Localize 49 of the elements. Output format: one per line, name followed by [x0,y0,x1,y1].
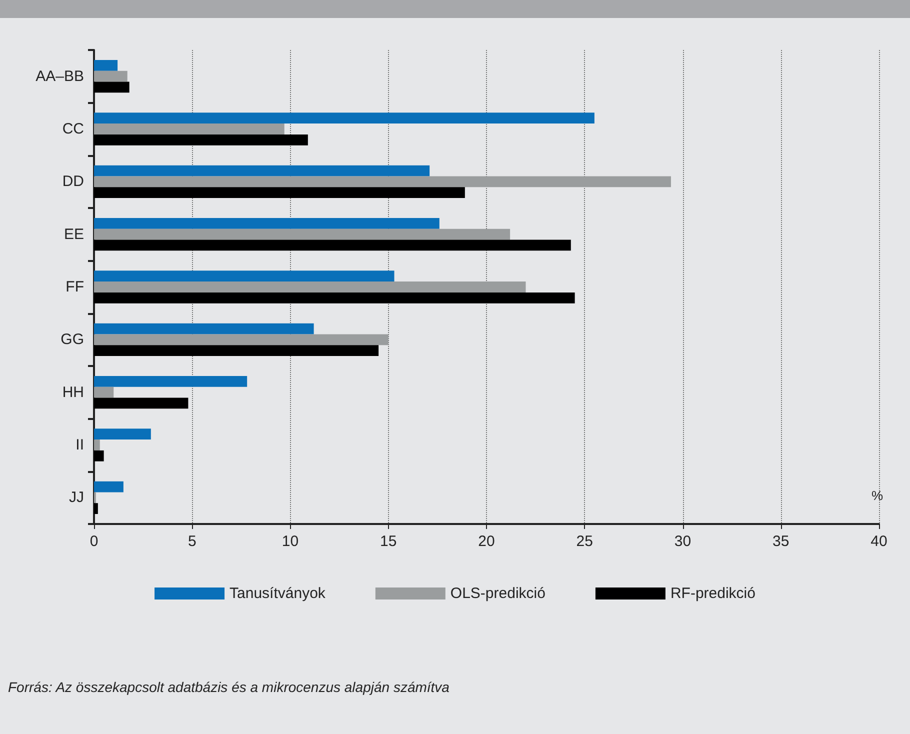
bar [94,428,151,440]
bar [94,292,575,304]
legend-label: RF-predikció [670,585,756,602]
bar [94,503,98,514]
x-tick-label: 40 [870,533,888,550]
bar [94,323,314,334]
y-tick-label: II [76,436,84,454]
bar [94,176,671,188]
bar [94,481,124,492]
bar [94,82,130,93]
y-tick-label: GG [60,331,84,348]
bar [94,228,510,240]
y-tick-label: FF [66,278,84,296]
y-tick-label: AA–BB [36,68,84,85]
x-tick-label: 35 [772,533,790,550]
bar [94,282,526,292]
y-tick-label: HH [62,384,84,401]
bar [94,218,440,229]
x-tick-label: 15 [380,533,397,550]
bar [94,124,284,134]
text: Forrás: Az összekapcsolt adatbázis és a mikrocenzus alapján számítva [8,679,450,695]
bar [94,450,104,462]
x-tick-label: 20 [478,533,495,550]
bar [94,386,114,398]
bar [94,398,188,409]
x-tick-label: 5 [188,533,196,550]
x-tick-label: 0 [90,533,98,550]
bar [94,112,594,124]
x-tick-label: 30 [674,533,692,550]
bar [94,60,118,71]
bar [94,376,248,387]
bar [94,187,465,198]
bar [94,345,379,356]
legend-label: Tanusítványok [230,585,326,602]
legend-label: OLS-predikció [450,585,546,602]
bar [94,70,128,82]
x-tick-label: 25 [576,533,593,550]
bar [94,134,308,146]
bar [94,334,388,346]
y-tick-label: DD [62,173,84,190]
x-tick-label: 10 [282,533,299,550]
bar [94,165,430,176]
y-tick-label: EE [64,226,84,243]
bar [94,270,394,282]
bar [94,440,100,450]
bar [94,240,571,251]
y-tick-label: JJ [69,489,84,506]
x-axis-title: % [871,488,884,503]
y-tick-label: CC [62,120,84,138]
